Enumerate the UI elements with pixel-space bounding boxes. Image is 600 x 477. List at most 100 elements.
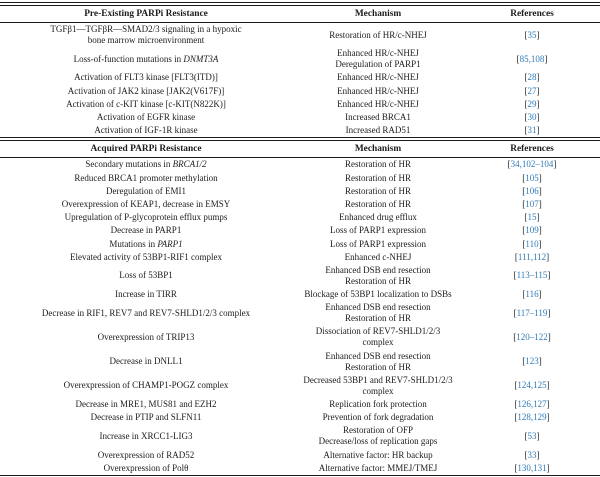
resistance-cell: Overexpression of Polθ [0,462,292,475]
citation-link[interactable]: [111,112] [515,252,549,262]
mechanism-cell: Enhanced HR/c-NHEJ [292,85,464,98]
table-row: Activation of c-KIT kinase [c-KIT(N822K)… [0,98,600,111]
column-header-references: References [510,8,554,19]
citation-numbers: 113–115 [516,270,548,281]
citation-open-bracket: [ [513,270,517,281]
header-underline-rule [0,22,600,23]
citation-numbers: 116 [525,289,539,300]
citation-link[interactable]: [110] [522,239,541,249]
table-row: Secondary mutations in BRCA1/2 Restoratio… [0,158,600,171]
resistance-text-line: Activation of EGFR kinase [96,112,196,123]
mechanism-text-line: Enhanced HR/c-NHEJ [337,85,419,96]
citation-numbers: 29 [527,98,537,109]
citation-open-bracket: [ [513,307,517,318]
citation-link[interactable]: [113–115] [514,270,551,280]
resistance-cell: Activation of JAK2 kinase [JAK2(V617F)] [0,85,292,98]
mechanism-text-line: Enhanced DSB end resection [325,264,431,275]
references-cell: [109] [464,224,600,237]
citation-open-bracket: [ [524,212,528,223]
citation-close-bracket: ] [536,72,540,83]
resistance-text-line: Activation of c-KIT kinase [c-KIT(N822K)… [66,98,226,109]
table-row: Increase in TIRR Blockage of 53BP1 locali… [0,288,600,301]
table-row: Overexpression of CHAMP1-POGZ complex Dec… [0,374,600,398]
references-cell: [29] [464,98,600,111]
citation-link[interactable]: [128,129] [514,412,549,422]
resistance-cell: Decrease in DNLL1 [0,355,292,368]
citation-link[interactable]: [30] [525,112,540,122]
table-row: Activation of JAK2 kinase [JAK2(V617F)] E… [0,85,600,98]
mechanism-cell: Enhanced c-NHEJ [292,251,464,264]
citation-link[interactable]: [35] [525,30,540,40]
section-header-row: Acquired PARPi Resistance Mechanism Refere… [0,141,600,157]
resistance-cell: Overexpression of CHAMP1-POGZ complex [0,379,292,392]
citation-link[interactable]: [85,108] [517,54,548,64]
citation-link[interactable]: [123] [522,356,542,366]
resistance-text-line: Loss-of-function mutations in DNMT3A [73,53,219,64]
citation-close-bracket: ] [538,198,542,209]
citation-link[interactable]: [27] [525,86,540,96]
citation-link[interactable]: [130,131] [514,463,549,473]
mechanism-cell: Replication fork protection [292,398,464,411]
resistance-cell: Increase in XRCC1-LIG3 [0,430,292,443]
resistance-cell: Activation of c-KIT kinase [c-KIT(N822K)… [0,98,292,111]
citation-link[interactable]: [116] [522,289,541,299]
citation-link[interactable]: [31] [525,125,540,135]
gene-name-italic: PARP1 [157,238,183,249]
resistance-text-line: Decrease in PTIP and SLFN11 [90,412,202,423]
citation-open-bracket: [ [524,85,528,96]
references-cell: [85,108] [464,53,600,66]
citation-link[interactable]: [107] [522,199,542,209]
citation-link[interactable]: [126,127] [514,399,549,409]
citation-link[interactable]: [15] [525,212,540,222]
citation-numbers: 30 [527,112,537,123]
citation-close-bracket: ] [546,462,550,473]
citation-link[interactable]: [53] [525,431,540,441]
citation-link[interactable]: [105] [522,173,542,183]
citation-numbers: 106 [525,185,539,196]
citation-link[interactable]: [109] [522,225,542,235]
citation-numbers: 105 [525,172,539,183]
table-row: Decrease in PARP1 Loss of PARP1 expressio… [0,224,600,237]
references-cell: [31] [464,124,600,137]
citation-link[interactable]: [28] [525,72,540,82]
citation-link[interactable]: [34,102–104] [508,159,557,169]
citation-link[interactable]: [29] [525,99,540,109]
resistance-text-line: Mutations in PARP1 [109,238,183,249]
mechanism-cell: Loss of PARP1 expression [292,237,464,250]
mechanism-text-line: Restoration of HR [345,185,411,196]
resistance-cell: Decrease in MRE1, MUS81 and EZH2 [0,398,292,411]
references-cell: [111,112] [464,251,600,264]
references-cell: [106] [464,185,600,198]
citation-open-bracket: [ [524,98,528,109]
citation-close-bracket: ] [546,399,550,410]
citation-link[interactable]: [117–119] [514,308,551,318]
references-cell: [126,127] [464,398,600,411]
citation-link[interactable]: [120–122] [513,332,551,342]
citation-link[interactable]: [106] [522,186,542,196]
resistance-cell: Upregulation of P-glycoprotein efflux pu… [0,211,292,224]
resistance-cell: Loss-of-function mutations in DNMT3A [0,53,292,66]
mechanism-cell: Restoration of HR/c-NHEJ [292,29,464,42]
table-row: Decrease in PTIP and SLFN11 Prevention of… [0,411,600,424]
mechanism-text-line: complex [362,385,394,396]
mechanism-text-line: Restoration of OFP [342,425,413,436]
mechanism-cell: Enhanced HR/c-NHEJ [292,98,464,111]
mechanism-cell: Restoration of HR [292,158,464,171]
mechanism-text-line: complex [362,337,394,348]
citation-link[interactable]: [33] [525,450,540,460]
citation-close-bracket: ] [536,112,540,123]
references-cell: [110] [464,237,600,250]
mechanism-text-line: Restoration of HR [345,159,411,170]
citation-numbers: 117–119 [516,307,548,318]
resistance-text-line: Elevated activity of 53BP1-RIF1 complex [70,251,222,262]
mechanism-cell: Blockage of 53BP1 localization to DSBs [292,288,464,301]
resistance-text-line: Secondary mutations in BRCA1/2 [85,159,207,170]
mechanism-cell: Enhanced DSB end resection Restoration of… [292,264,464,288]
resistance-text-line: Decrease in RIF1, REV7 and REV7-SHLD1/2/… [41,307,251,318]
citation-link[interactable]: [124,125] [514,380,549,390]
references-cell: [116] [464,288,600,301]
resistance-text-line: Reduced BRCA1 promoter methylation [74,172,218,183]
resistance-cell: Decrease in RIF1, REV7 and REV7-SHLD1/2/… [0,307,292,320]
